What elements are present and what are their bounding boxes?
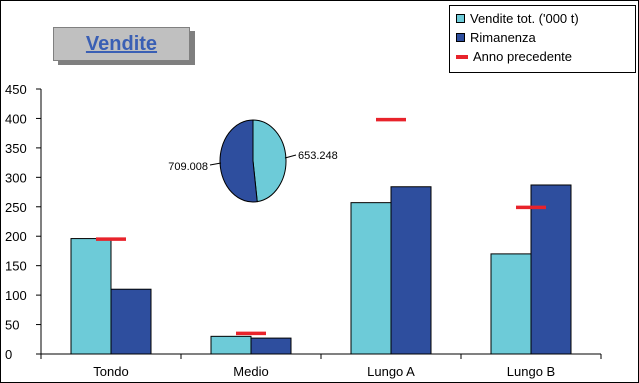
y-tick-label: 100 xyxy=(5,288,27,303)
y-axis: 0 50 100 150 200 250 300 350 400 450 xyxy=(5,82,42,362)
legend-item-anno-precedente: Anno precedente xyxy=(456,47,635,66)
pie-slice xyxy=(252,119,287,203)
bar-vendite xyxy=(350,202,392,355)
y-tick-label: 150 xyxy=(5,259,27,274)
previous-year-markers xyxy=(96,117,546,336)
legend: Vendite tot. ('000 t) Rimanenza Anno pre… xyxy=(449,5,636,73)
y-tick-label: 200 xyxy=(5,229,27,244)
y-tick-label: 350 xyxy=(5,141,27,156)
legend-swatch-anno-precedente xyxy=(456,54,468,59)
x-tick-label: Tondo xyxy=(93,364,128,379)
pie-label: 709.008 xyxy=(168,161,208,173)
x-axis: Tondo Medio Lungo A Lungo B xyxy=(40,353,602,379)
legend-swatch-rimanenza xyxy=(456,33,465,42)
legend-label-vendite: Vendite tot. ('000 t) xyxy=(470,11,579,26)
pie-label: 653.248 xyxy=(298,150,338,162)
legend-label-anno-precedente: Anno precedente xyxy=(473,49,573,64)
y-tick-label: 450 xyxy=(5,82,27,97)
y-tick-label: 400 xyxy=(5,111,27,126)
title-box: Vendite xyxy=(53,27,190,61)
y-tick-label: 300 xyxy=(5,170,27,185)
legend-swatch-vendite xyxy=(456,14,465,23)
pie-leader-line xyxy=(209,162,222,166)
y-tick-label: 0 xyxy=(5,347,12,362)
x-tick-label: Lungo A xyxy=(367,364,415,379)
bar-rimanenza xyxy=(250,337,292,355)
bar-vendite xyxy=(70,238,112,355)
bar-rimanenza xyxy=(390,186,432,355)
legend-item-rimanenza: Rimanenza xyxy=(456,28,635,47)
legend-item-vendite: Vendite tot. ('000 t) xyxy=(456,9,635,28)
bar-rimanenza xyxy=(530,184,572,355)
bar-rimanenza xyxy=(110,288,152,355)
pie-chart: 653.248 709.008 xyxy=(168,119,338,203)
y-tick-label: 50 xyxy=(5,318,19,333)
x-tick-label: Lungo B xyxy=(507,364,555,379)
bar-vendite xyxy=(210,335,252,355)
bars xyxy=(70,184,572,355)
bar-vendite xyxy=(490,253,532,355)
pie-slice xyxy=(219,119,258,203)
y-tick-label: 250 xyxy=(5,200,27,215)
legend-label-rimanenza: Rimanenza xyxy=(470,30,536,45)
x-tick-label: Medio xyxy=(233,364,268,379)
pie-leader-line xyxy=(284,154,297,159)
chart-title: Vendite xyxy=(85,32,158,55)
